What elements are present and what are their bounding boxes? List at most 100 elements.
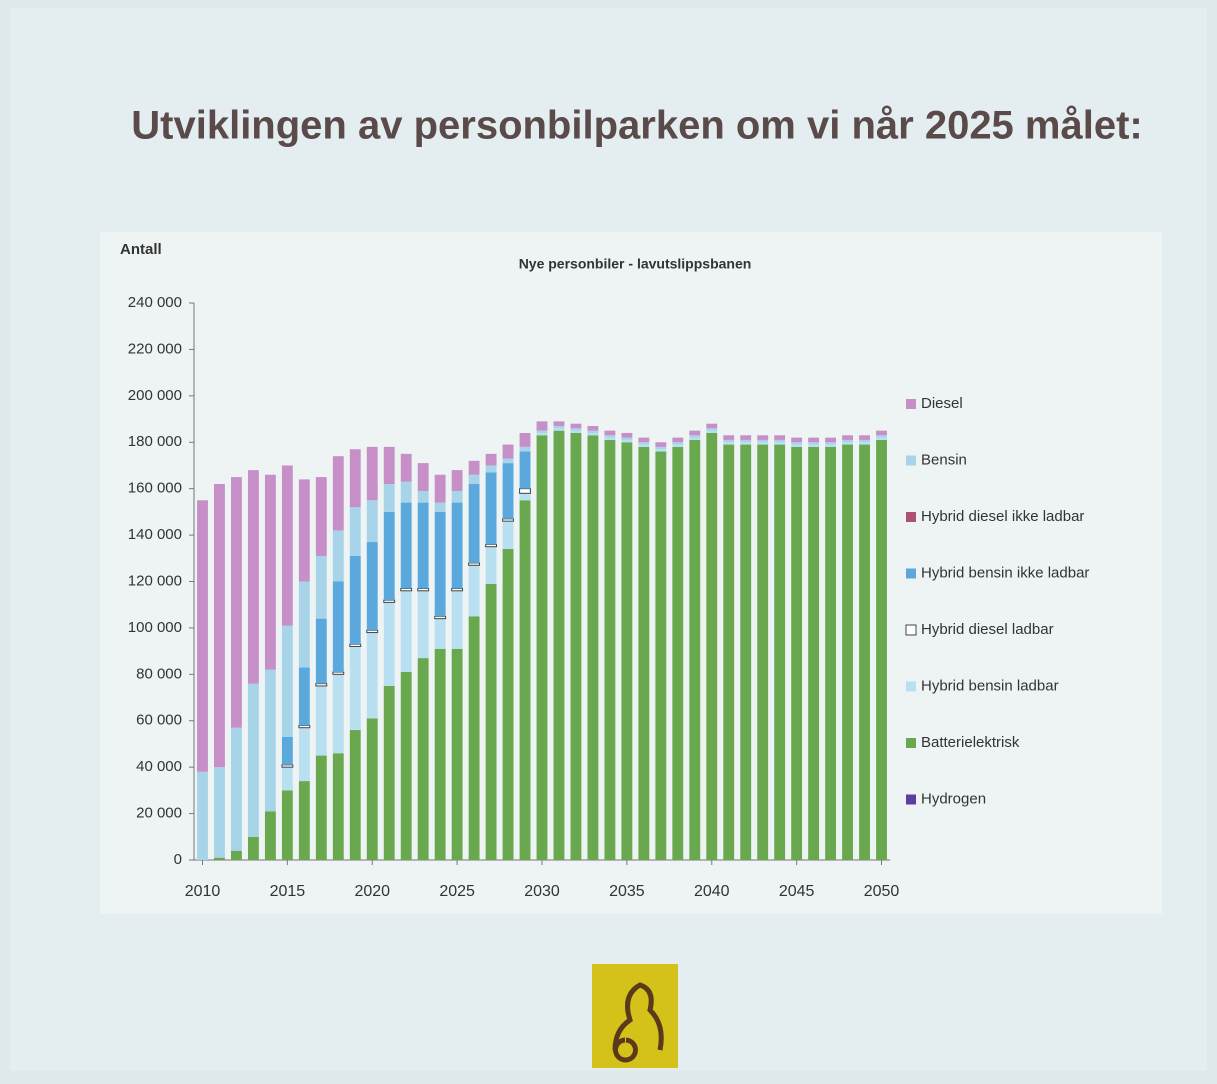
bar-segment	[503, 549, 514, 860]
bar-segment	[316, 686, 327, 756]
legend-label: Bensin	[921, 451, 967, 468]
bar-segment	[520, 500, 531, 860]
bar-segment	[350, 507, 361, 556]
bar-segment	[401, 503, 412, 589]
bar-segment	[554, 431, 565, 860]
bar-segment	[435, 503, 446, 512]
bar-segment	[723, 440, 734, 442]
bar-segment	[689, 431, 700, 436]
bar-segment	[825, 442, 836, 444]
bar-segment	[282, 790, 293, 860]
bar-segment	[876, 440, 887, 860]
bar-segment	[367, 542, 378, 630]
bar-segment	[418, 591, 429, 658]
bar-segment	[316, 619, 327, 684]
bar-segment	[740, 440, 751, 442]
bar-segment	[723, 445, 734, 860]
bar-segment	[808, 438, 819, 443]
bar-segment	[401, 672, 412, 860]
bar-segment	[740, 442, 751, 444]
bar-segment	[265, 670, 276, 812]
bar-segment	[554, 428, 565, 430]
bar-segment	[706, 433, 717, 860]
bar-segment	[350, 449, 361, 507]
bar-segment	[859, 442, 870, 444]
bar-segment	[604, 435, 615, 437]
bar-segment	[774, 435, 785, 440]
legend-label: Hybrid diesel ladbar	[921, 621, 1054, 638]
bar-segment	[672, 445, 683, 447]
bar-segment	[808, 445, 819, 447]
legend-label: Hydrogen	[921, 790, 986, 807]
bar-segment	[401, 588, 412, 590]
bar-segment	[452, 470, 463, 491]
bar-segment	[503, 463, 514, 519]
bar-segment	[435, 616, 446, 618]
bar-segment	[672, 438, 683, 443]
bar-segment	[384, 484, 395, 512]
bar-segment	[520, 447, 531, 452]
bar-segment	[876, 435, 887, 437]
bar-segment	[791, 445, 802, 447]
y-tick-label: 240 000	[128, 294, 182, 311]
bar-segment	[401, 591, 412, 672]
bar-segment	[621, 433, 632, 438]
bar-segment	[774, 440, 785, 442]
bar-segment	[571, 428, 582, 430]
bar-segment	[265, 475, 276, 670]
bar-segment	[672, 442, 683, 444]
bar-segment	[757, 435, 768, 440]
bar-segment	[486, 544, 497, 546]
bar-segment	[469, 461, 480, 475]
bar-segment	[282, 626, 293, 737]
bar-segment	[638, 442, 649, 444]
legend-label: Hybrid bensin ladbar	[921, 677, 1059, 694]
x-tick-label: 2045	[779, 883, 815, 900]
bar-segment	[554, 421, 565, 426]
legend-label: Batterielektrisk	[921, 734, 1020, 751]
bar-segment	[842, 445, 853, 860]
bar-segment	[842, 440, 853, 442]
bar-segment	[520, 493, 531, 500]
bar-segment	[859, 440, 870, 442]
y-tick-label: 20 000	[136, 805, 182, 822]
bar-segment	[435, 619, 446, 649]
bar-segment	[248, 837, 259, 860]
bar-segment	[740, 435, 751, 440]
bar-segment	[435, 649, 446, 860]
bar-segment	[384, 512, 395, 600]
bar-segment	[791, 442, 802, 444]
bar-segment	[265, 811, 276, 860]
bar-segment	[486, 584, 497, 860]
bar-segment	[604, 438, 615, 440]
bar-segment	[350, 646, 361, 730]
bar-segment	[316, 556, 327, 619]
bar-segment	[299, 582, 310, 668]
y-tick-label: 40 000	[136, 758, 182, 775]
bar-segment	[587, 426, 598, 431]
slide-title: Utviklingen av personbilparken om vi når…	[131, 104, 1142, 148]
legend-swatch	[906, 512, 916, 522]
bar-segment	[503, 519, 514, 521]
bar-segment	[282, 737, 293, 765]
bar-segment	[333, 530, 344, 581]
bar-segment	[248, 684, 259, 837]
y-tick-label: 60 000	[136, 712, 182, 729]
bar-segment	[316, 684, 327, 686]
bar-segment	[469, 563, 480, 565]
bar-segment	[655, 449, 666, 451]
bar-segment	[486, 547, 497, 584]
bar-segment	[520, 452, 531, 489]
bar-segment	[384, 686, 395, 860]
bar-segment	[299, 667, 310, 725]
bar-segment	[469, 565, 480, 616]
bar-segment	[689, 438, 700, 440]
x-tick-label: 2020	[354, 883, 390, 900]
legend-swatch	[906, 456, 916, 466]
bar-segment	[587, 435, 598, 860]
bar-segment	[469, 484, 480, 563]
legend-swatch	[906, 625, 916, 635]
bar-segment	[452, 503, 463, 589]
x-tick-label: 2050	[864, 883, 900, 900]
bar-segment	[197, 772, 208, 860]
